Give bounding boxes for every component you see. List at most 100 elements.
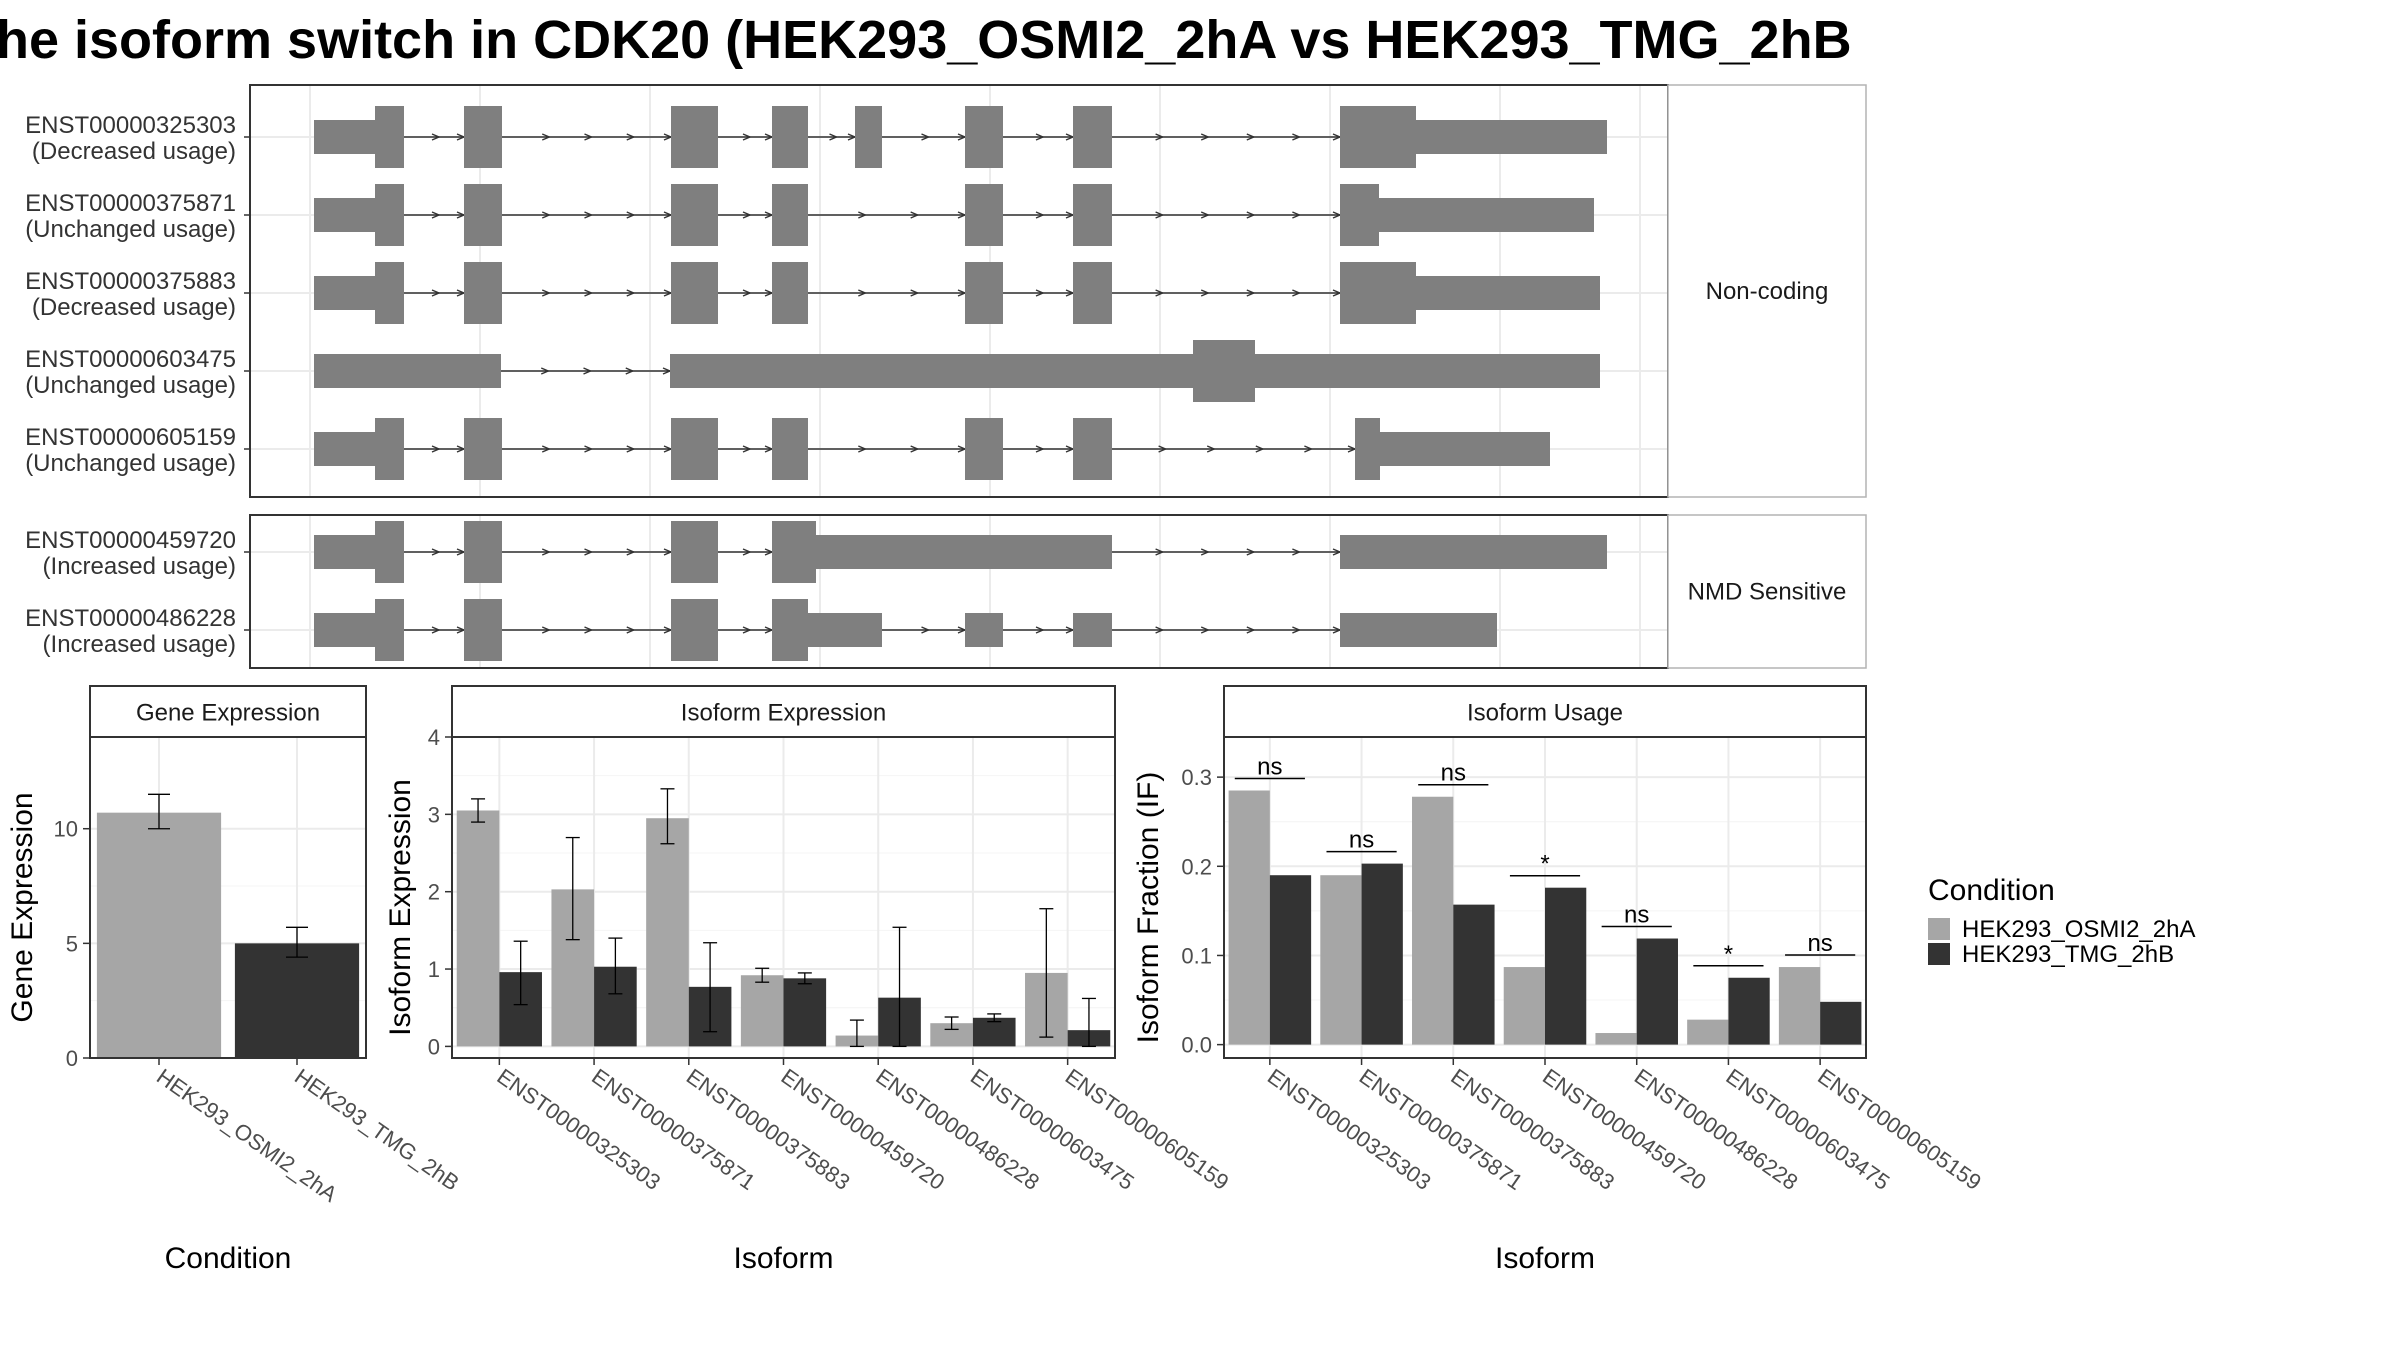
x-tick-label: ENST00000486228 <box>871 1064 1044 1195</box>
exon-block <box>671 521 718 583</box>
intron-arrow <box>1292 548 1302 556</box>
y-tick-label: 3 <box>428 802 440 827</box>
transcript-id-label: ENST00000375871 <box>25 190 236 217</box>
exon-block <box>314 198 375 232</box>
x-tick-label: ENST00000605159 <box>1061 1064 1234 1195</box>
exon-block <box>464 521 502 583</box>
exon-block <box>772 599 808 661</box>
intron-arrow <box>742 548 752 556</box>
y-tick-label: 1 <box>428 957 440 982</box>
exon-block <box>1073 184 1112 246</box>
intron-arrow <box>541 211 552 219</box>
exon-block <box>772 262 808 324</box>
exon-block <box>772 418 808 480</box>
y-axis-title: Isoform Fraction (IF) <box>1132 772 1165 1044</box>
bar <box>1636 938 1678 1045</box>
x-tick-label: ENST00000459720 <box>777 1064 950 1195</box>
y-tick-label: 0.2 <box>1181 854 1212 879</box>
figure-title: he isoform switch in CDK20 (HEK293_OSMI2… <box>0 10 1852 70</box>
exon-block <box>855 106 882 168</box>
x-axis-title: Condition <box>165 1242 292 1275</box>
y-tick-label: 0 <box>66 1046 78 1071</box>
facet-title: Gene Expression <box>136 700 320 727</box>
exon-block <box>671 599 718 661</box>
bar <box>1228 790 1270 1045</box>
y-tick-label: 0.3 <box>1181 765 1212 790</box>
intron-arrow <box>1246 289 1256 297</box>
y-tick-label: 2 <box>428 880 440 905</box>
intron-arrow <box>1155 626 1165 634</box>
exon-block <box>1073 262 1112 324</box>
intron-arrow <box>1200 289 1210 297</box>
intron-arrow <box>1035 289 1045 297</box>
exon-block <box>965 613 1003 647</box>
transcript-id-label: ENST00000375883 <box>25 268 236 295</box>
transcript-id-label: ENST00000605159 <box>25 424 236 451</box>
facet-title: Isoform Usage <box>1467 700 1623 727</box>
intron-arrow <box>1292 133 1302 141</box>
transcript-id-label: ENST00000325303 <box>25 112 236 139</box>
bar <box>1503 967 1545 1045</box>
intron-arrow <box>829 133 839 141</box>
intron-arrow <box>742 626 752 634</box>
legend-title: Condition <box>1928 874 2055 907</box>
exon-block <box>375 184 404 246</box>
intron-arrow <box>1035 626 1045 634</box>
significance-label: ns <box>1807 930 1832 957</box>
x-axis-title: Isoform <box>1495 1242 1595 1275</box>
bar <box>740 975 784 1047</box>
exon-block <box>1340 262 1416 324</box>
exon-block <box>375 521 404 583</box>
intron-arrow <box>1035 445 1045 453</box>
bar <box>1545 887 1587 1045</box>
exon-block <box>375 599 404 661</box>
bar-charts: Gene Expression0510HEK293_OSMI2_2hAHEK29… <box>6 685 1986 1275</box>
exon-block <box>314 613 375 647</box>
exon-block <box>671 418 718 480</box>
bar <box>1820 1001 1862 1045</box>
intron-arrow <box>431 211 441 219</box>
bar <box>1269 875 1312 1045</box>
intron-arrow <box>1292 211 1302 219</box>
significance-label: ns <box>1349 827 1374 854</box>
intron-arrow <box>584 548 594 556</box>
transcript-usage-label: (Decreased usage) <box>32 138 236 165</box>
transcript-id-label: ENST00000459720 <box>25 527 236 554</box>
group-strip <box>1667 514 1867 669</box>
intron-arrow <box>1246 133 1256 141</box>
intron-arrow <box>921 133 931 141</box>
exon-block <box>1340 106 1416 168</box>
exon-block <box>1416 120 1607 154</box>
intron-arrow <box>626 445 636 453</box>
bar <box>96 812 222 1058</box>
transcript-id-label: ENST00000486228 <box>25 605 236 632</box>
exon-block <box>1379 198 1594 232</box>
intron-arrow <box>910 289 920 297</box>
y-tick-label: 10 <box>54 817 78 842</box>
intron-arrow <box>742 445 752 453</box>
intron-arrow <box>541 548 552 556</box>
facet-title: Isoform Expression <box>681 700 886 727</box>
exon-block <box>314 120 375 154</box>
intron-arrow <box>1200 211 1210 219</box>
y-tick-label: 0.0 <box>1181 1033 1212 1058</box>
y-tick-label: 5 <box>66 931 78 956</box>
intron-arrow <box>584 211 594 219</box>
x-tick-label: ENST00000375883 <box>682 1064 855 1195</box>
y-tick-label: 0.1 <box>1181 943 1212 968</box>
y-axis-title: Isoform Expression <box>384 779 417 1036</box>
exon-block <box>965 106 1003 168</box>
transcript-usage-label: (Increased usage) <box>43 553 236 580</box>
group-label: NMD Sensitive <box>1688 579 1847 606</box>
bar <box>646 818 689 1047</box>
bar <box>1595 1033 1637 1045</box>
bar <box>972 1017 1016 1047</box>
transcript-usage-label: (Unchanged usage) <box>25 216 236 243</box>
transcript-usage-label: (Unchanged usage) <box>25 372 236 399</box>
exon-block <box>314 432 375 466</box>
exon-block <box>1340 184 1379 246</box>
legend-label: HEK293_TMG_2hB <box>1962 941 2174 968</box>
group-strip <box>1667 84 1867 498</box>
exon-block <box>1073 613 1112 647</box>
